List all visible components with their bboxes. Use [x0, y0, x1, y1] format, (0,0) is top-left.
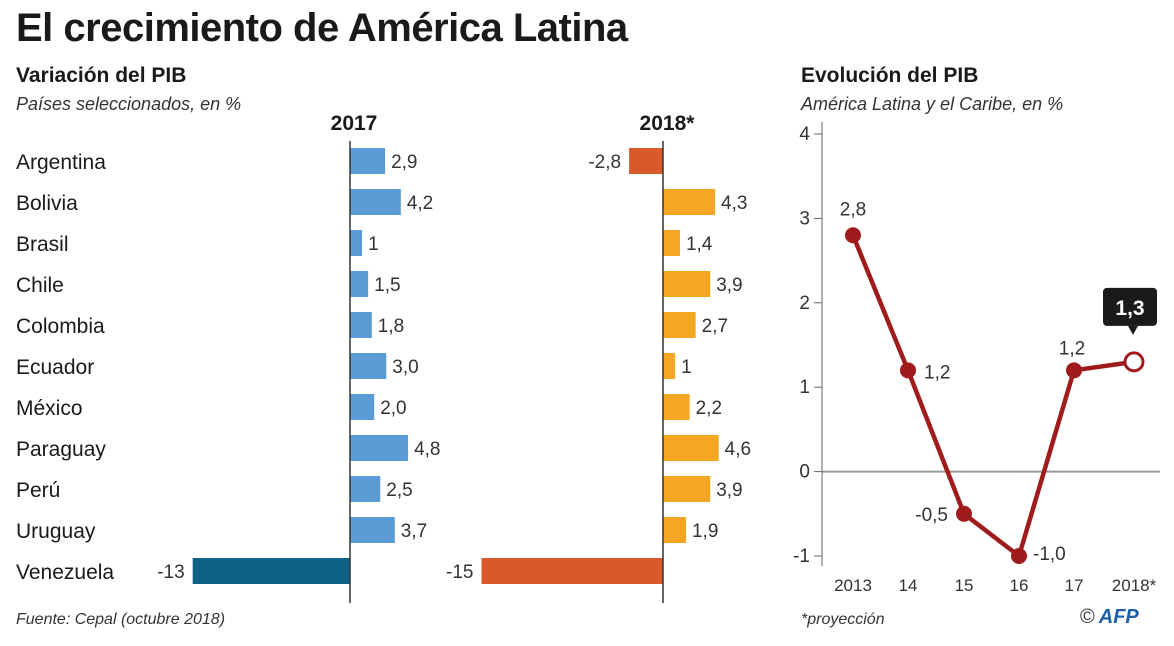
category-label: Chile	[16, 274, 64, 297]
bar-1	[663, 312, 696, 338]
right-panel-subheading: América Latina y el Caribe, en %	[801, 94, 1064, 114]
line-point-label: 2,8	[840, 199, 866, 220]
bar-1	[663, 189, 716, 215]
bar-0	[350, 312, 372, 338]
gdp-line	[850, 234, 1135, 559]
left-panel-subheading: Países seleccionados, en %	[16, 94, 242, 114]
category-label: Ecuador	[16, 356, 94, 379]
bar-1	[663, 394, 690, 420]
bar-value-label: 3,0	[392, 357, 418, 378]
y-tick-label: -1	[793, 546, 810, 567]
line-point	[845, 227, 861, 244]
bar-value-label: 1,9	[692, 521, 718, 542]
bar-0	[350, 435, 409, 461]
bar-value-label: 3,7	[401, 521, 427, 542]
bar-1	[629, 148, 663, 174]
source-note: Fuente: Cepal (octubre 2018)	[16, 611, 226, 628]
line-point	[1066, 362, 1082, 379]
y-tick-label: 0	[799, 462, 810, 483]
bar-0	[350, 476, 381, 502]
bar-value-label: 4,8	[414, 439, 440, 460]
category-label: Colombia	[16, 315, 105, 338]
x-tick-label: 14	[899, 576, 918, 595]
category-label: Bolivia	[16, 192, 78, 215]
bar-0	[350, 189, 401, 215]
line-point-label: 1,2	[924, 362, 950, 383]
bar-0	[350, 394, 375, 420]
category-label: Venezuela	[16, 561, 114, 584]
line-point	[1123, 351, 1145, 373]
category-label: Uruguay	[16, 520, 96, 543]
bar-1	[663, 517, 686, 543]
x-tick-label: 17	[1065, 576, 1084, 595]
copyright-symbol: ©	[1080, 606, 1095, 628]
page-title: El crecimiento de América Latina	[16, 6, 628, 50]
bar-0	[350, 148, 386, 174]
bar-value-label: 1,5	[374, 275, 400, 296]
right-panel-heading: Evolución del PIB	[801, 64, 979, 87]
bar-0	[350, 271, 369, 297]
bar-0	[192, 558, 350, 584]
bar-value-label: 2,0	[380, 398, 406, 419]
bar-value-label: 1,4	[686, 234, 713, 255]
line-point-label: -0,5	[915, 505, 948, 526]
y-tick-label: 3	[799, 208, 810, 229]
bar-1	[663, 230, 680, 256]
bar-value-label: 2,2	[696, 398, 722, 419]
bar-value-label: -2,8	[588, 152, 621, 173]
series-header-0: 2017	[331, 112, 378, 135]
afp-logo-text: AFP	[1098, 606, 1139, 628]
category-label: Brasil	[16, 233, 69, 256]
bar-value-label: 2,7	[702, 316, 728, 337]
y-tick-label: 1	[799, 377, 810, 398]
category-label: Paraguay	[16, 438, 106, 461]
bar-value-label: 1	[368, 234, 379, 255]
line-point	[900, 362, 916, 379]
x-tick-label: 15	[955, 576, 974, 595]
callout-pointer	[1128, 325, 1138, 335]
bar-value-label: 3,9	[716, 480, 742, 501]
category-label: Argentina	[16, 151, 106, 174]
bar-value-label: 4,2	[407, 193, 433, 214]
projection-footnote: *proyección	[801, 611, 885, 628]
x-tick-label: 2013	[834, 576, 872, 595]
bar-1	[663, 476, 711, 502]
series-header-1: 2018*	[640, 112, 696, 135]
bar-0	[350, 517, 395, 543]
bar-value-label: -15	[446, 562, 473, 583]
y-tick-label: 4	[799, 124, 810, 145]
line-point	[1011, 548, 1027, 564]
x-tick-label: 2018*	[1112, 576, 1157, 595]
line-point-label: 1,2	[1059, 338, 1085, 359]
x-tick-label: 16	[1010, 576, 1029, 595]
bar-1	[663, 353, 676, 379]
bar-0	[350, 230, 363, 256]
y-tick-label: 2	[799, 293, 810, 314]
afp-logo: © AFP	[1080, 606, 1139, 629]
bar-0	[350, 353, 387, 379]
bar-1	[481, 558, 663, 584]
line-point-label: -1,0	[1033, 544, 1066, 565]
callout-value: 1,3	[1115, 297, 1144, 320]
bar-value-label: -13	[157, 562, 184, 583]
left-panel-heading: Variación del PIB	[16, 64, 187, 87]
category-label: México	[16, 397, 83, 420]
bar-value-label: 1,8	[378, 316, 404, 337]
bar-value-label: 2,9	[391, 152, 417, 173]
callout-box	[1103, 287, 1157, 326]
bar-value-label: 2,5	[386, 480, 412, 501]
bar-1	[663, 435, 719, 461]
category-label: Perú	[16, 479, 60, 502]
bar-value-label: 4,3	[721, 193, 747, 214]
bar-value-label: 4,6	[725, 439, 751, 460]
bar-value-label: 3,9	[716, 275, 742, 296]
line-point	[956, 505, 972, 522]
bar-value-label: 1	[681, 357, 692, 378]
bar-1	[663, 271, 711, 297]
